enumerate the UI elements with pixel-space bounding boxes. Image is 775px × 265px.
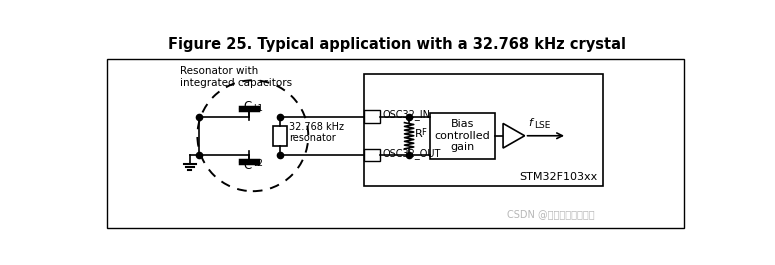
Text: C: C xyxy=(243,159,252,172)
Bar xyxy=(106,59,684,228)
Text: STM32F103xx: STM32F103xx xyxy=(518,172,597,182)
Text: 32.768 kHz
resonator: 32.768 kHz resonator xyxy=(289,122,344,143)
Text: L2: L2 xyxy=(253,159,263,168)
Text: OSC32_OUT: OSC32_OUT xyxy=(382,148,440,159)
Text: F: F xyxy=(421,128,425,137)
Polygon shape xyxy=(503,123,525,148)
Bar xyxy=(273,126,287,146)
Text: LSE: LSE xyxy=(534,121,550,130)
Bar xyxy=(364,149,380,161)
Text: CSDN @阳光宝男逆学光焰: CSDN @阳光宝男逆学光焰 xyxy=(507,209,594,219)
Text: Resonator with
integrated capacitors: Resonator with integrated capacitors xyxy=(180,67,291,88)
Text: Bias
controlled
gain: Bias controlled gain xyxy=(435,119,491,152)
Bar xyxy=(430,113,495,159)
Text: R: R xyxy=(415,129,423,139)
Text: C: C xyxy=(243,100,252,113)
Text: L1: L1 xyxy=(253,104,263,113)
Text: f: f xyxy=(529,118,532,128)
Text: OSC32_IN: OSC32_IN xyxy=(382,109,430,120)
Text: Figure 25. Typical application with a 32.768 kHz crystal: Figure 25. Typical application with a 32… xyxy=(168,37,625,52)
Bar xyxy=(364,110,380,123)
Bar xyxy=(364,74,603,186)
